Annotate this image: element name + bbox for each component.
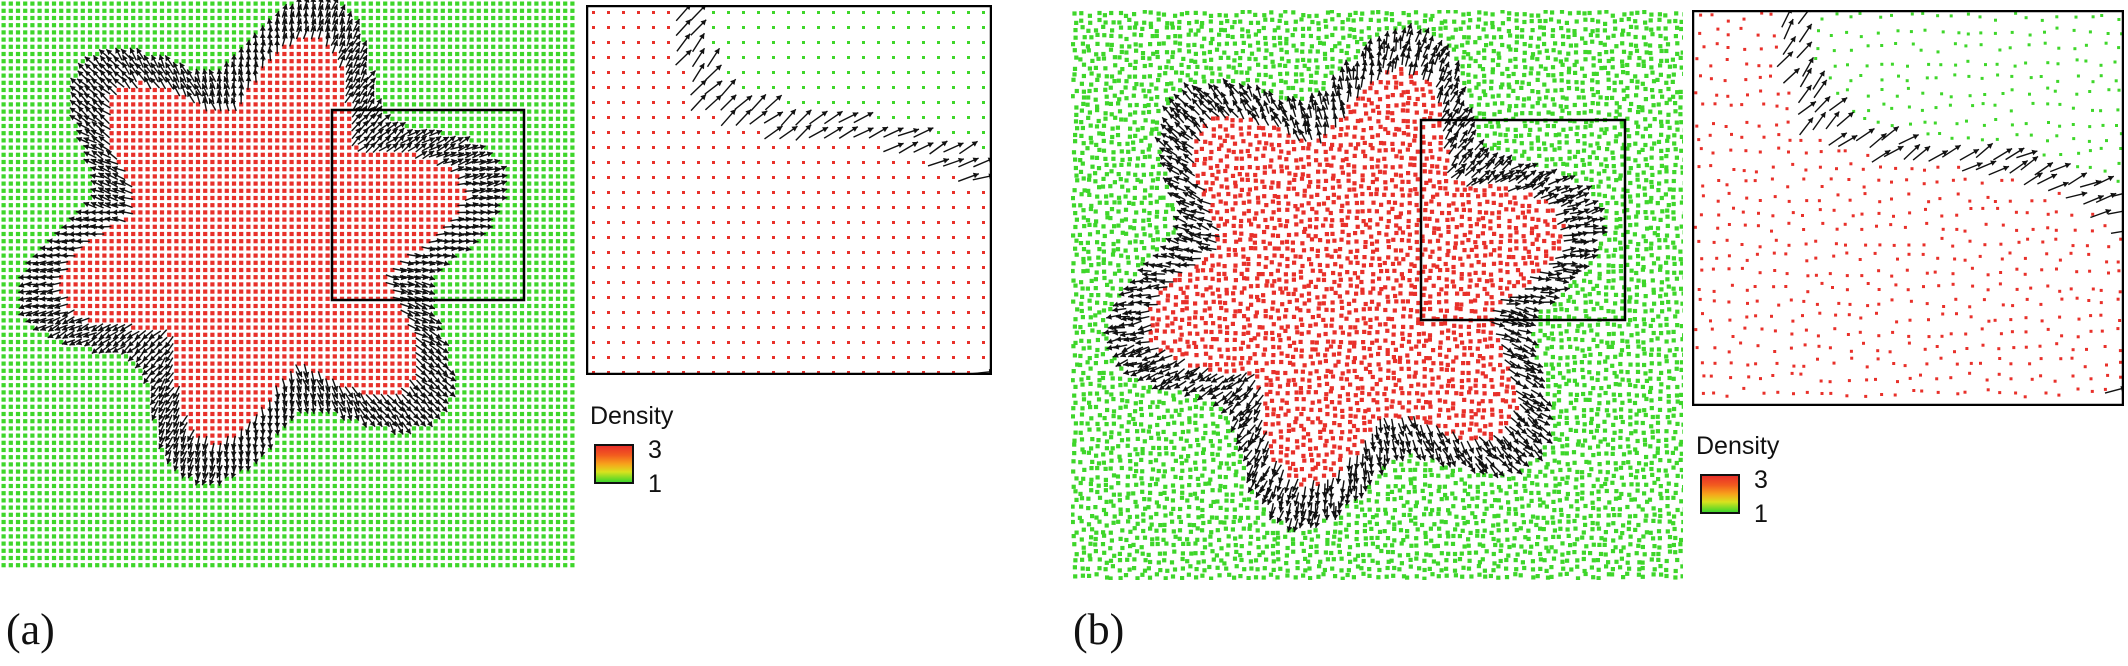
panel-label: (b): [1073, 605, 1125, 654]
legend-title: Density: [590, 402, 674, 430]
zoom-region-box: [330, 108, 526, 302]
legend-max-value: 3: [648, 436, 662, 464]
zoom-inset-map: [586, 5, 992, 375]
legend-min-value: 1: [648, 470, 662, 498]
density-legend: Density 3 1: [1696, 432, 1876, 542]
panel-label: (a): [6, 605, 55, 654]
density-legend: Density 3 1: [590, 402, 770, 512]
zoom-inset-map: [1692, 10, 2124, 406]
particle-density-map: [1071, 10, 1683, 580]
density-colorbar: [1700, 474, 1740, 514]
zoom-region-box: [1419, 118, 1627, 322]
legend-min-value: 1: [1754, 500, 1768, 528]
panel-a: Density 3 1 (a): [0, 0, 992, 654]
particle-density-map: [0, 0, 578, 572]
legend-max-value: 3: [1754, 466, 1768, 494]
density-colorbar: [594, 444, 634, 484]
legend-title: Density: [1696, 432, 1780, 460]
panel-b: Density 3 1 (b): [1064, 0, 2128, 666]
